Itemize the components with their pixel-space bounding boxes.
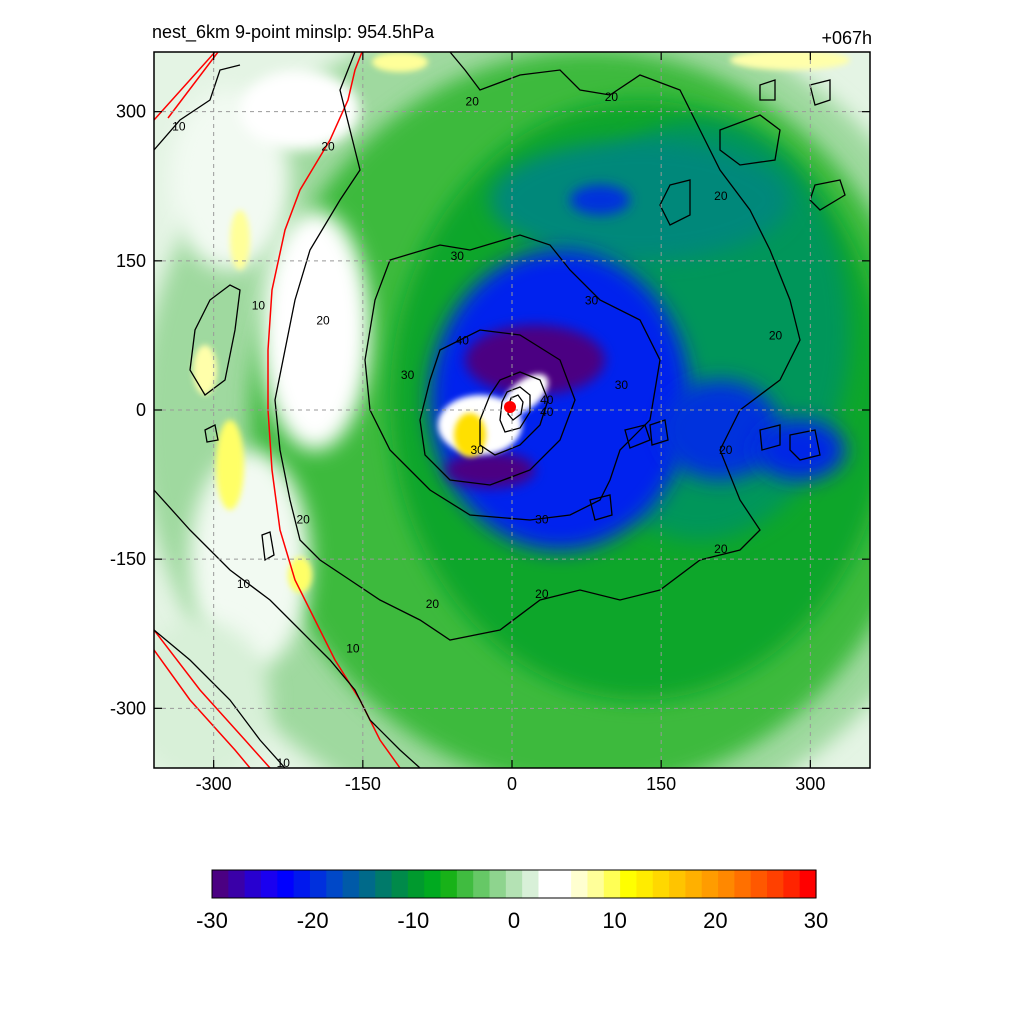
y-tick-label: -150 [110, 549, 146, 569]
contour-label: 20 [769, 328, 783, 342]
colorbar-swatch [767, 870, 784, 898]
colorbar-swatch [358, 870, 376, 898]
y-tick-label: 300 [116, 102, 146, 122]
colorbar-tick-label: 30 [804, 908, 828, 933]
contour-label: 20 [714, 189, 728, 203]
contour-label: 10 [346, 642, 360, 656]
colorbar-swatch [212, 870, 229, 898]
contour-label: 20 [296, 512, 310, 526]
contour-lines [154, 52, 846, 768]
contour-label: 30 [585, 294, 599, 308]
colorbar-tick-label: -20 [297, 908, 329, 933]
contour-label: 30 [471, 443, 485, 457]
contour-label: 20 [316, 314, 330, 328]
colorbar-swatch [342, 870, 360, 898]
colorbar-tick-label: 20 [703, 908, 727, 933]
contour-label: 20 [321, 139, 335, 153]
contour-label: 40 [456, 333, 470, 347]
colorbar-swatch [799, 870, 817, 898]
colorbar-swatch [554, 870, 572, 898]
colorbar-frame [211, 869, 817, 899]
contour-label: 30 [451, 249, 465, 263]
colorbar-swatch [326, 870, 344, 898]
contour-label: 10 [252, 299, 266, 313]
colorbar-swatch [669, 870, 687, 898]
chart-title: nest_6km 9-point minslp: 954.5hPa [152, 22, 435, 42]
y-tick-label: 150 [116, 251, 146, 271]
contour-label: 20 [605, 90, 619, 104]
axes: -300 -150 0 150 300 300 150 0 -150 -300 [110, 52, 870, 794]
contour-label: 40 [540, 393, 554, 407]
colorbar-swatch [244, 870, 262, 898]
colorbar-swatch [636, 870, 654, 898]
colorbar-tick-label: -30 [196, 908, 228, 933]
contour-label: 30 [615, 378, 629, 392]
colorbar-swatch [783, 870, 801, 898]
contour-label: 10 [172, 120, 186, 134]
colorbar-tick-label: 0 [508, 908, 520, 933]
contour-label: 30 [535, 512, 549, 526]
colorbar-swatch [473, 870, 491, 898]
colorbar-tick-label: 10 [602, 908, 626, 933]
contour-label: 30 [401, 368, 415, 382]
colorbar-swatch [620, 870, 638, 898]
colorbar-swatch [407, 870, 425, 898]
forecast-hour-label: +067h [821, 28, 872, 48]
y-tick-label: -300 [110, 698, 146, 718]
colorbar-swatch [260, 870, 278, 898]
x-tick-label: 0 [507, 774, 517, 794]
colorbar-swatch [424, 870, 442, 898]
colorbar-swatch [718, 870, 735, 898]
colorbar-swatch [750, 870, 768, 898]
colorbar-swatch [440, 870, 458, 898]
colorbar-tick-label: -10 [397, 908, 429, 933]
contour-label: 40 [540, 405, 554, 419]
colorbar-swatch [456, 870, 474, 898]
colorbar-swatch [522, 870, 540, 898]
colorbar-swatch [489, 870, 507, 898]
colorbar-swatch [375, 870, 393, 898]
x-tick-label: -300 [196, 774, 232, 794]
colorbar-swatch [685, 870, 703, 898]
colorbar-swatch [603, 870, 621, 898]
colorbar-swatch [587, 870, 605, 898]
colorbar: -30 -20 -10 0 10 20 30 [196, 869, 828, 933]
colorbar-swatch [277, 870, 295, 898]
colorbar-swatch [309, 870, 327, 898]
contour-label: 20 [714, 542, 728, 556]
contour-label: 20 [535, 587, 549, 601]
colorbar-swatch [571, 870, 589, 898]
colorbar-swatch [734, 870, 752, 898]
contour-labels: 1010202030304030404030303020101020202020… [172, 90, 783, 770]
contour-label: 20 [719, 443, 733, 457]
center-marker [504, 401, 517, 414]
y-tick-label: 0 [136, 400, 146, 420]
colorbar-swatch [293, 870, 311, 898]
colorbar-swatch [652, 870, 670, 898]
x-tick-label: 150 [646, 774, 676, 794]
colorbar-swatch [538, 870, 556, 898]
contour-label: 20 [466, 95, 480, 109]
x-tick-label: -150 [345, 774, 381, 794]
colorbar-swatch [228, 870, 246, 898]
colorbar-swatch [701, 870, 719, 898]
x-tick-label: 300 [795, 774, 825, 794]
shaded-field [154, 52, 870, 768]
colorbar-swatch [391, 870, 409, 898]
contour-label: 10 [237, 577, 251, 591]
contour-label: 20 [426, 597, 440, 611]
colorbar-swatch [505, 870, 523, 898]
contour-label: 10 [277, 756, 291, 770]
